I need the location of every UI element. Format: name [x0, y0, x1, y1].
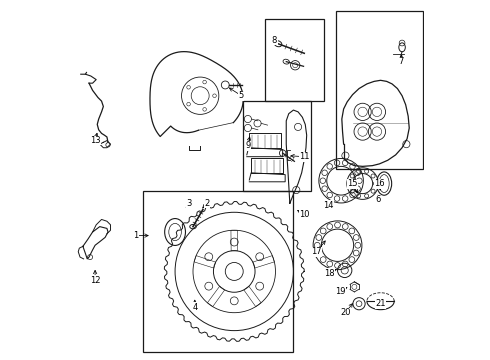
Text: 2: 2 — [205, 199, 210, 208]
Text: 17: 17 — [312, 247, 322, 256]
Bar — [243, 101, 311, 191]
Text: 13: 13 — [90, 136, 100, 145]
Text: 8: 8 — [272, 36, 277, 45]
Text: 15: 15 — [347, 179, 358, 188]
Text: 7: 7 — [398, 57, 404, 66]
Text: 5: 5 — [239, 91, 244, 100]
Text: 19: 19 — [335, 287, 345, 296]
Text: 18: 18 — [324, 269, 335, 278]
Text: 10: 10 — [299, 210, 309, 219]
Text: 6: 6 — [375, 195, 380, 204]
Text: 3: 3 — [187, 199, 192, 208]
Bar — [265, 19, 324, 101]
Text: 12: 12 — [90, 276, 100, 285]
Text: 14: 14 — [323, 201, 334, 210]
Bar — [337, 12, 422, 169]
Text: 1: 1 — [133, 231, 138, 240]
Text: 16: 16 — [374, 179, 385, 188]
Text: 9: 9 — [245, 141, 250, 150]
Text: 4: 4 — [192, 303, 197, 312]
Text: 20: 20 — [340, 308, 351, 317]
Text: 21: 21 — [375, 299, 386, 308]
Text: 11: 11 — [299, 152, 309, 161]
Bar — [143, 191, 294, 352]
